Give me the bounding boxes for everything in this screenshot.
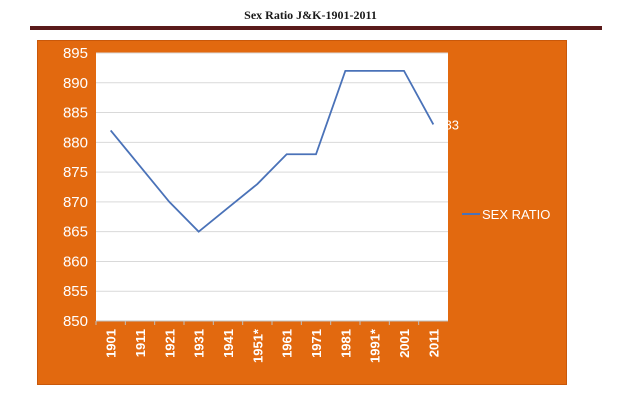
document-title: Sex Ratio J&K-1901-2011 — [244, 8, 377, 22]
y-tick-label: 860 — [63, 253, 88, 270]
x-tick-label: 1991* — [368, 328, 383, 363]
y-tick-label: 850 — [63, 313, 88, 330]
chart-frame: 850 855 860 865 870 875 880 885 890 895 1901 1911 1… — [37, 40, 567, 385]
y-tick-label: 875 — [63, 164, 88, 181]
x-tick-label: 1941 — [221, 329, 236, 358]
data-label: 883 — [437, 117, 459, 132]
x-tick-label: 1931 — [192, 329, 207, 358]
title-rule — [30, 26, 602, 30]
x-tick-label: 1921 — [162, 329, 177, 358]
x-tick-label: 1981 — [338, 329, 353, 358]
x-tick-label: 1911 — [133, 329, 148, 357]
y-tick-label: 895 — [63, 45, 88, 62]
y-tick-label: 885 — [63, 105, 88, 122]
x-tick-label: 1901 — [104, 329, 119, 358]
x-tick-label: 2011 — [426, 329, 441, 357]
y-tick-label: 855 — [63, 283, 88, 300]
legend-label: SEX RATIO — [482, 207, 550, 222]
plot-area — [96, 53, 448, 321]
sex-ratio-chart: 850 855 860 865 870 875 880 885 890 895 1901 1911 1… — [63, 45, 550, 363]
x-tick-label: 2001 — [397, 329, 412, 358]
y-tick-label: 865 — [63, 224, 88, 241]
x-tick-label: 1961 — [280, 329, 295, 358]
y-tick-label: 870 — [63, 194, 88, 211]
x-tick-label: 1971 — [309, 329, 324, 358]
x-tick-label: 1951* — [250, 328, 265, 363]
y-tick-label: 890 — [63, 75, 88, 92]
series-line-sex-ratio — [109, 69, 435, 233]
y-tick-label: 880 — [63, 134, 88, 151]
